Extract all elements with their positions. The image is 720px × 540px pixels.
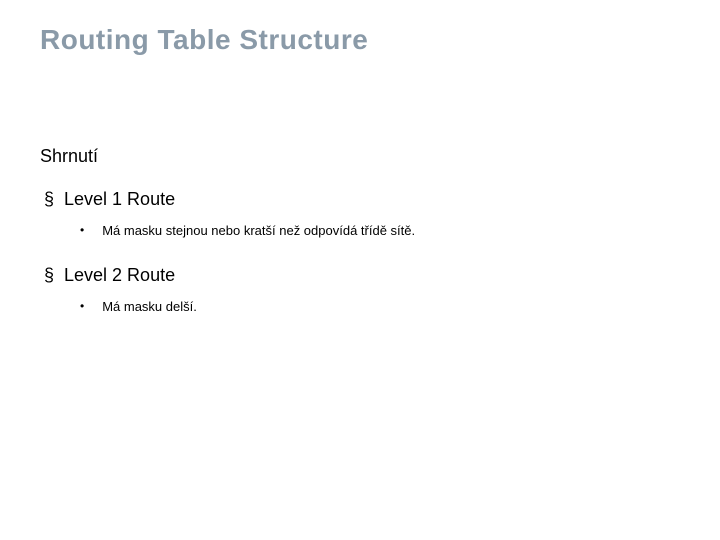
bullet-level2-text: Má masku stejnou nebo kratší než odpovíd… <box>102 221 415 242</box>
section-marker-icon: § <box>44 265 54 287</box>
bullet-level2-text: Má masku delší. <box>102 297 197 318</box>
bullet-level1-text: Level 2 Route <box>64 265 175 287</box>
section-marker-icon: § <box>44 189 54 211</box>
slide-title: Routing Table Structure <box>40 24 680 56</box>
bullet-level1-text: Level 1 Route <box>64 189 175 211</box>
bullet-level2: • Má masku stejnou nebo kratší než odpov… <box>80 221 680 242</box>
bullet-level1: § Level 1 Route <box>44 189 680 211</box>
slide: Routing Table Structure Shrnutí § Level … <box>0 0 720 540</box>
dot-marker-icon: • <box>80 221 84 240</box>
slide-subtitle: Shrnutí <box>40 146 680 167</box>
bullet-level2: • Má masku delší. <box>80 297 680 318</box>
dot-marker-icon: • <box>80 297 84 316</box>
bullet-level1: § Level 2 Route <box>44 265 680 287</box>
